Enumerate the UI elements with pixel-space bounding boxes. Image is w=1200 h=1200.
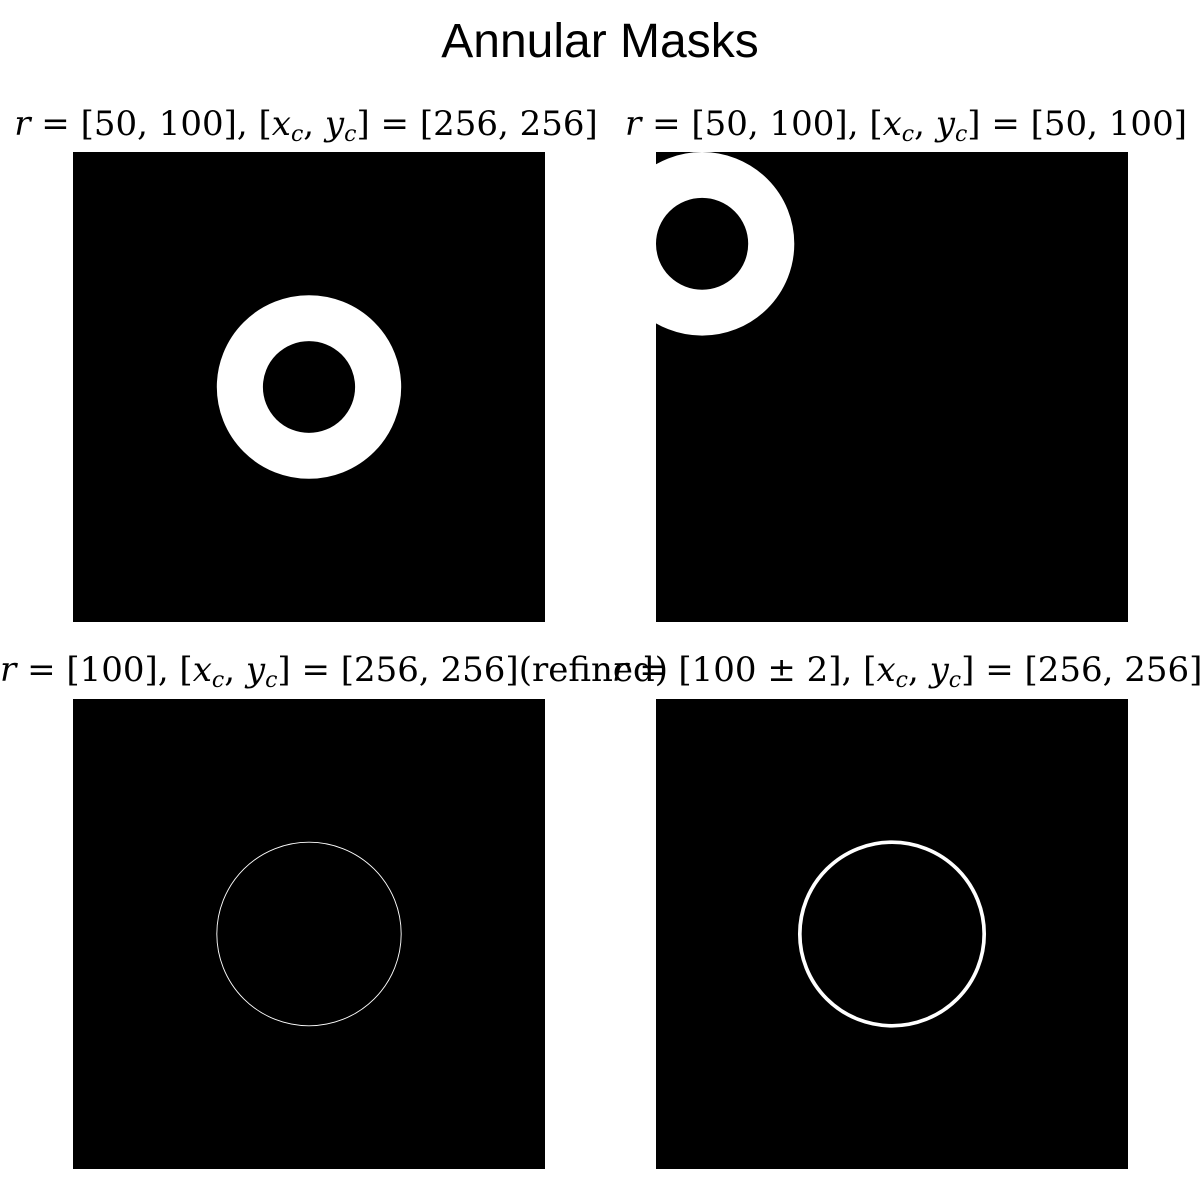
panel-title-2: r = [50, 100], [xc, yc] = [50, 100] [612, 102, 1200, 157]
suffix-text: (refined) [518, 650, 669, 690]
radius-value: [50, 100] [691, 104, 848, 144]
separator-text: , [ [157, 650, 193, 690]
radius-symbol: r [14, 104, 31, 144]
center-value: [256, 256] [1024, 650, 1200, 690]
equals-text: = [628, 650, 679, 690]
close-text: ] = [961, 650, 1025, 690]
mask-image-2 [656, 152, 795, 336]
comma-text: , [907, 650, 930, 690]
figure-title: Annular Masks [441, 15, 759, 68]
annulus-ring [216, 295, 402, 479]
x-subscript: c [895, 668, 908, 693]
mask-panel-2 [656, 152, 1128, 622]
radius-value: [50, 100] [80, 104, 237, 144]
equals-text: = [30, 104, 81, 144]
center-value: [50, 100] [1030, 104, 1187, 144]
annulus-ring [797, 840, 987, 1028]
y-subscript: c [265, 668, 278, 693]
x-symbol: x [876, 650, 896, 690]
close-text: ] = [277, 650, 341, 690]
center-value: [256, 256] [340, 650, 519, 690]
y-symbol: y [324, 104, 345, 144]
y-symbol: y [935, 104, 955, 144]
mask-image-1 [216, 295, 402, 479]
panel-title-4: r = [100 ± 2], [xc, yc] = [256, 256] [612, 648, 1200, 703]
annulus-ring [216, 841, 402, 1027]
x-subscript: c [901, 122, 915, 147]
radius-value: [100] [66, 650, 158, 690]
comma-text: , [303, 104, 325, 144]
mask-panel-3 [73, 699, 545, 1169]
equals-text: = [16, 650, 67, 690]
panel-title-1: r = [50, 100], [xc, yc] = [256, 256] [0, 102, 612, 157]
equals-text: = [641, 104, 692, 144]
panel-title-3: r = [100], [xc, yc] = [256, 256](refined… [0, 648, 668, 703]
separator-text: , [ [236, 104, 272, 144]
radius-value: [100 ± 2] [678, 650, 842, 690]
annulus-ring [656, 152, 795, 336]
x-symbol: x [192, 650, 212, 690]
separator-text: , [ [847, 104, 883, 144]
y-subscript: c [344, 122, 357, 147]
mask-image-4 [797, 840, 987, 1028]
close-text: ] = [967, 104, 1031, 144]
comma-text: , [914, 104, 936, 144]
center-value: [256, 256] [419, 104, 598, 144]
mask-image-3 [216, 841, 402, 1027]
y-subscript: c [954, 122, 968, 147]
radius-symbol: r [612, 650, 629, 690]
x-symbol: x [882, 104, 902, 144]
mask-panel-4 [656, 699, 1128, 1169]
radius-symbol: r [625, 104, 642, 144]
close-text: ] = [356, 104, 420, 144]
x-symbol: x [271, 104, 291, 144]
y-symbol: y [245, 650, 266, 690]
x-subscript: c [290, 122, 304, 147]
y-subscript: c [948, 668, 962, 693]
comma-text: , [224, 650, 246, 690]
radius-symbol: r [0, 650, 17, 690]
mask-panel-1 [73, 152, 545, 622]
x-subscript: c [211, 668, 225, 693]
y-symbol: y [929, 650, 949, 690]
separator-text: , [ [841, 650, 877, 690]
